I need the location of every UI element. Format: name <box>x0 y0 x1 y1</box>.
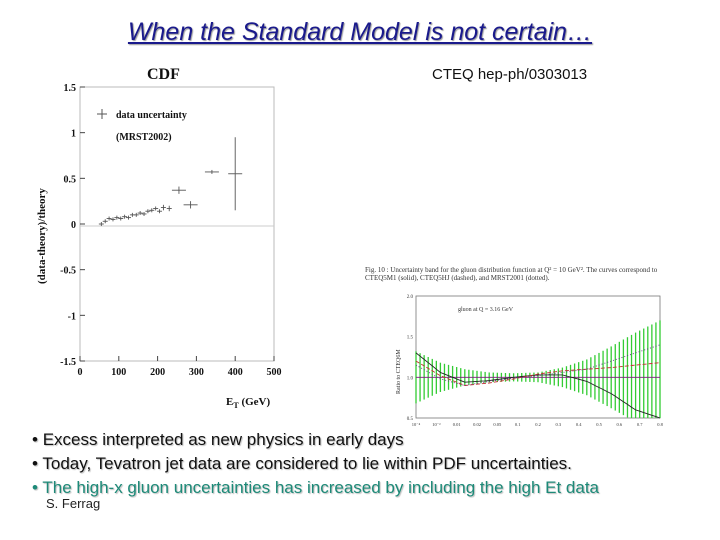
data-point <box>204 169 219 174</box>
x-tick-label: 100 <box>111 367 126 378</box>
gluon-uncertainty-figure: Fig. 10 : Uncertainty band for the gluon… <box>365 266 664 427</box>
gluon-y-tick-label: 1.5 <box>407 336 414 341</box>
chart-title: CDF <box>147 66 180 83</box>
data-point <box>102 219 108 224</box>
gluon-x-tick-label: 0.4 <box>576 422 582 427</box>
cdf-chart: CDF (data-theory)/theory ET (GeV) 1.5 1 0.… <box>36 66 282 410</box>
y-tick-label: -0.5 <box>60 266 76 277</box>
x-tick-label: 300 <box>189 367 204 378</box>
data-point <box>126 215 131 220</box>
gluon-x-tick-label: 0.05 <box>493 422 502 427</box>
gluon-x-tick-label: 0.1 <box>515 422 521 427</box>
data-point <box>166 205 172 212</box>
bullet-text: Excess interpreted as new physics in ear… <box>42 430 404 449</box>
x-tick-label: 400 <box>228 367 243 378</box>
gluon-x-tick-label: 10⁻⁴ <box>412 422 421 427</box>
data-point <box>157 209 163 214</box>
gluon-y-tick-label: 1.0 <box>407 376 414 381</box>
gluon-y-label: Ratio to CTEQ6M <box>396 349 402 394</box>
data-point <box>137 211 143 216</box>
data-point <box>183 201 198 209</box>
gluon-curve <box>415 352 661 419</box>
legend-label: data uncertainty <box>116 110 187 121</box>
bullet-item: • The high-x gluon uncertainties has inc… <box>32 478 600 497</box>
gluon-x-tick-label: 0.02 <box>473 422 481 427</box>
data-point <box>228 137 243 211</box>
gluon-x-tick-label: 0.01 <box>453 422 461 427</box>
y-tick-label: 0 <box>71 220 76 231</box>
data-point <box>141 211 147 216</box>
legend-note: (MRST2002) <box>116 132 172 143</box>
x-tick-label: 200 <box>150 367 165 378</box>
gluon-y-tick-label: 2.0 <box>407 295 414 300</box>
gluon-curve <box>415 360 661 386</box>
bullet-text: The high-x gluon uncertainties has incre… <box>42 478 600 497</box>
data-point <box>118 216 124 221</box>
inset-label: gluon at Q = 3.16 GeV <box>458 307 514 313</box>
reference-citation: CTEQ hep-ph/0303013 <box>432 66 588 83</box>
gluon-x-tick-label: 0.2 <box>535 422 541 427</box>
figure-caption: Fig. 10 : Uncertainty band for the gluon… <box>365 266 658 282</box>
bullet-text: Today, Tevatron jet data are considered … <box>42 454 572 473</box>
bullet-item: • Excess interpreted as new physics in e… <box>32 430 404 449</box>
y-tick-label: 1 <box>71 129 76 140</box>
y-tick-label: 1.5 <box>64 83 77 94</box>
gluon-y-tick-label: 0.5 <box>407 417 414 422</box>
data-point <box>153 206 159 211</box>
gluon-x-tick-label: 0.7 <box>637 422 643 427</box>
data-point <box>114 215 120 220</box>
y-tick-label: -1 <box>68 311 76 322</box>
gluon-x-tick-label: 10⁻³ <box>432 422 441 427</box>
bullet-item: • Today, Tevatron jet data are considere… <box>32 454 572 473</box>
gluon-x-tick-label: 0.5 <box>596 422 602 427</box>
x-axis-label: ET (GeV) <box>226 396 270 410</box>
slide-title: When the Standard Model is not certain… <box>127 18 593 46</box>
bullet-list: • Excess interpreted as new physics in e… <box>32 428 717 500</box>
data-point <box>133 212 139 217</box>
data-point <box>145 209 151 214</box>
data-point <box>160 204 166 211</box>
data-point <box>110 217 116 222</box>
data-point <box>122 214 128 219</box>
y-tick-label: 0.5 <box>64 174 77 185</box>
data-point <box>106 216 112 221</box>
x-tick-label: 0 <box>78 367 83 378</box>
data-point <box>98 222 104 226</box>
author-name: S. Ferrag <box>46 496 101 511</box>
cdf-frame <box>79 86 275 362</box>
y-axis-label: (data-theory)/theory <box>36 188 48 284</box>
gluon-x-tick-label: 0.3 <box>556 422 562 427</box>
x-tick-label: 500 <box>267 367 282 378</box>
data-point <box>149 208 155 213</box>
gluon-curve <box>415 344 661 386</box>
gluon-x-tick-label: 0.8 <box>657 422 663 427</box>
data-point <box>171 186 186 194</box>
gluon-x-tick-label: 0.6 <box>617 422 623 427</box>
y-tick-label: -1.5 <box>60 357 76 368</box>
